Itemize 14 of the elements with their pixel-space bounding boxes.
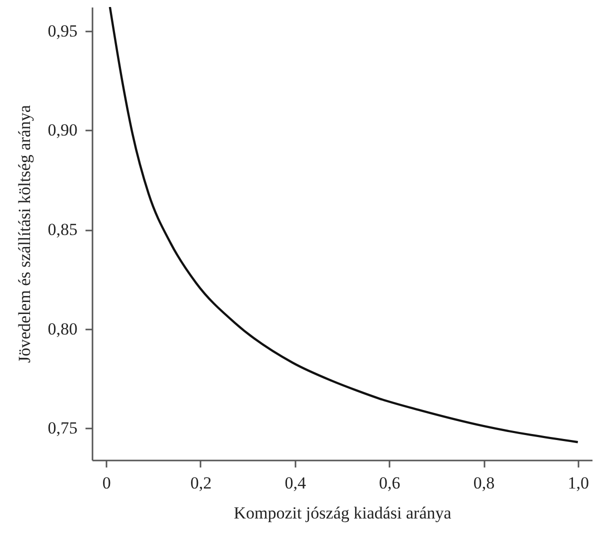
y-tick-label: 0,90 [48, 120, 78, 140]
y-tick-label: 0,75 [48, 418, 78, 438]
y-tick-label: 0,80 [48, 319, 78, 338]
x-tick-label: 0,2 [190, 474, 212, 492]
x-tick-label: 0,8 [473, 474, 495, 492]
x-tick-label: 1,0 [568, 474, 589, 492]
y-tick-label: 0,95 [48, 21, 78, 40]
y-axis-title: Jövedelem és szállítási költség aránya [14, 104, 34, 363]
line-series [108, 7, 579, 444]
x-axis-title: Kompozit jószág kiadási aránya [234, 504, 452, 522]
y-tick-label: 0,85 [48, 220, 78, 240]
x-tick-label: 0,6 [379, 474, 400, 492]
x-tick-label: 0 [102, 474, 111, 492]
x-tick-label: 0,4 [284, 474, 306, 492]
